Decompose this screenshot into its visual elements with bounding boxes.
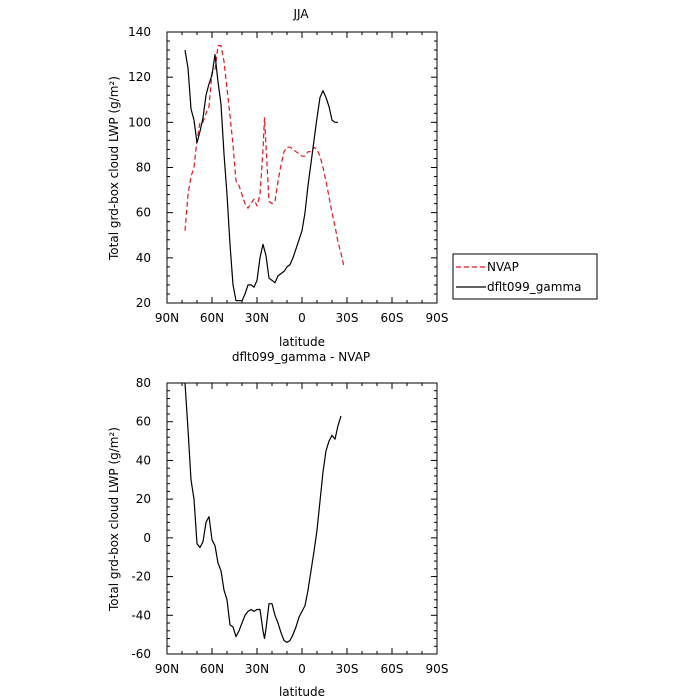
y-tick-label: 80: [136, 376, 151, 390]
y-tick-label: -60: [131, 647, 151, 661]
y-tick-label: 40: [136, 251, 151, 265]
y-tick-label: 100: [128, 115, 151, 129]
series-line: [184, 382, 342, 644]
y-tick-label: 140: [128, 25, 151, 39]
legend: NVAP dflt099_gamma: [452, 253, 598, 300]
x-tick-label: 60S: [381, 311, 404, 325]
y-tick-label: 0: [143, 531, 151, 545]
x-tick-label: 90S: [426, 662, 449, 676]
legend-label-dflt099-gamma: dflt099_gamma: [487, 280, 582, 294]
chart-title: dflt099_gamma - NVAP: [232, 350, 370, 364]
y-tick-label: 60: [136, 415, 151, 429]
y-axis-label: Total grd-box cloud LWP (g/m²): [107, 427, 121, 612]
plot-area: 90N 60N 30N 0 30S 60S 90S -60 -40 -20 0 20 40 60 80: [131, 376, 448, 676]
x-tick-label: 90N: [155, 662, 179, 676]
bottom-panel: dflt099_gamma - NVAP 90N 60N 30N 0 30S 60S 90S…: [107, 350, 448, 699]
chart-title: JJA: [292, 7, 309, 21]
x-tick-label: 30S: [336, 311, 359, 325]
series-line-dflt099-gamma: [184, 50, 338, 302]
series-group: [184, 382, 342, 644]
y-axis-label: Total grd-box cloud LWP (g/m²): [107, 76, 121, 261]
legend-label-nvap: NVAP: [487, 260, 519, 274]
y-tick-label: -20: [131, 570, 151, 584]
x-tick-label: 0: [298, 662, 306, 676]
x-tick-label: 30S: [336, 662, 359, 676]
y-tick-label: 20: [136, 492, 151, 506]
y-tick-label: 60: [136, 206, 151, 220]
legend-box: [452, 253, 598, 300]
plot-area: 90N 60N 30N 0 30S 60S 90S 20 40 60 80 100 120 140: [128, 25, 448, 325]
plot-frame: [166, 382, 438, 655]
plot-frame: [166, 31, 438, 304]
y-tick-label: -40: [131, 608, 151, 622]
x-tick-label: 30N: [245, 311, 269, 325]
x-tick-label: 30N: [245, 662, 269, 676]
y-tick-label: 80: [136, 161, 151, 175]
x-axis-label: latitude: [279, 335, 325, 349]
y-tick-label: 20: [136, 296, 151, 310]
series-group: [184, 44, 345, 302]
x-tick-label: 60N: [200, 662, 224, 676]
x-tick-label: 90S: [426, 311, 449, 325]
y-tick-label: 40: [136, 453, 151, 467]
x-axis-label: latitude: [279, 685, 325, 699]
y-tick-label: 120: [128, 70, 151, 84]
x-tick-label: 90N: [155, 311, 179, 325]
x-tick-label: 60N: [200, 311, 224, 325]
top-panel: JJA 90N 60N 30N 0 30S 60S 90S 20 40 60 80 100 120 140…: [107, 7, 598, 349]
series-line-nvap: [184, 44, 345, 268]
x-tick-label: 0: [298, 311, 306, 325]
x-tick-label: 60S: [381, 662, 404, 676]
